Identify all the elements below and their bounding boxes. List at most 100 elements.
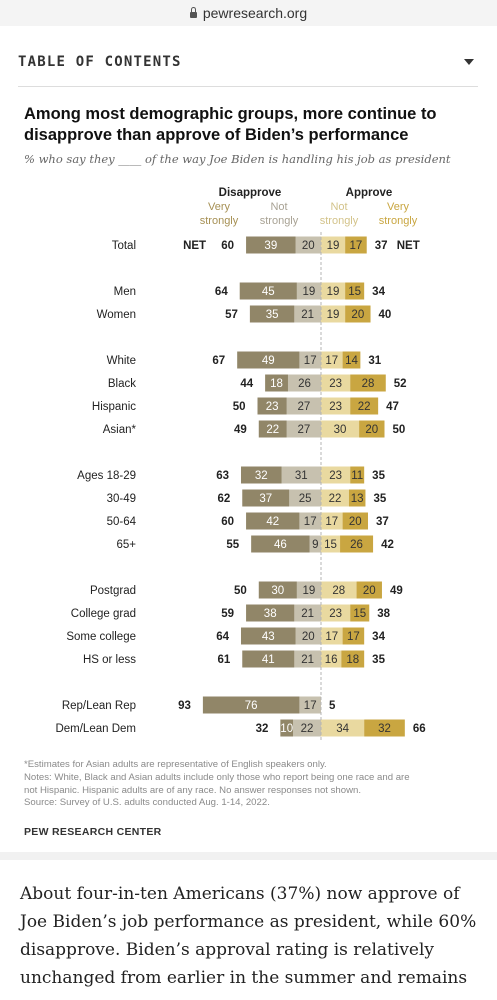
row-label: Ages 18-29 [77, 470, 136, 482]
value-approve-not-strongly: 23 [329, 401, 342, 413]
row-label: 30-49 [107, 493, 136, 505]
bar-disapprove-very-strongly [242, 489, 290, 507]
value-approve-very-strongly: 11 [351, 470, 363, 482]
table-of-contents-toggle[interactable]: TABLE OF CONTENTS [18, 51, 478, 73]
value-approve-not-strongly: 17 [325, 516, 338, 528]
bar-disapprove-very-strongly [280, 719, 294, 737]
value-disapprove-not-strongly: 26 [298, 378, 311, 390]
value-disapprove-not-strongly: 27 [297, 401, 310, 413]
browser-url-bar[interactable]: pewresearch.org [0, 0, 497, 26]
net-disapprove-value: 55 [226, 539, 239, 551]
value-disapprove-not-strongly: 17 [304, 700, 317, 712]
bar-approve-not-strongly [321, 282, 346, 300]
bar-disapprove-very-strongly [202, 696, 300, 714]
value-disapprove-very-strongly: 30 [271, 585, 284, 597]
bar-approve-very-strongly [342, 512, 368, 530]
net-approve-value: 38 [377, 608, 390, 620]
bar-disapprove-not-strongly [294, 604, 321, 622]
bar-disapprove-not-strongly [289, 489, 321, 507]
bar-disapprove-very-strongly [237, 351, 300, 369]
value-disapprove-very-strongly: 39 [264, 240, 277, 252]
value-disapprove-not-strongly: 25 [299, 493, 312, 505]
row-label: 50-64 [107, 516, 137, 528]
bar-approve-not-strongly [321, 650, 342, 668]
header-app-very-bottom: strongly [379, 215, 418, 227]
value-approve-very-strongly: 15 [348, 286, 361, 298]
bar-disapprove-not-strongly [287, 374, 321, 392]
net-approve-value: 40 [379, 309, 392, 321]
bar-disapprove-not-strongly [299, 351, 321, 369]
row-label: College grad [71, 608, 136, 620]
bar-approve-very-strongly [350, 374, 386, 392]
header-dis-very-bottom: strongly [200, 215, 239, 227]
bar-approve-not-strongly [321, 374, 351, 392]
value-disapprove-not-strongly: 9 [312, 539, 318, 551]
net-disapprove-value: 63 [216, 470, 229, 482]
bar-approve-not-strongly [321, 581, 357, 599]
net-disapprove-value: 50 [233, 401, 246, 413]
bar-disapprove-very-strongly [246, 236, 296, 254]
net-approve-value: 35 [373, 493, 386, 505]
net-approve-value: 52 [394, 378, 407, 390]
chart-subtitle: % who say they ____ of the way Joe Biden… [24, 152, 451, 166]
value-approve-not-strongly: 23 [329, 470, 342, 482]
value-approve-very-strongly: 20 [365, 424, 378, 436]
net-disapprove-value: 93 [178, 700, 191, 712]
net-disapprove-value: 57 [225, 309, 238, 321]
net-approve-value: 37 [376, 516, 389, 528]
bar-approve-not-strongly [321, 466, 351, 484]
header-dis-very-top: Very [208, 201, 231, 213]
value-approve-not-strongly: 19 [327, 240, 340, 252]
bar-approve-very-strongly [348, 489, 366, 507]
value-disapprove-not-strongly: 17 [304, 355, 317, 367]
bar-disapprove-very-strongly [240, 466, 282, 484]
net-disapprove-value: 59 [221, 608, 234, 620]
value-approve-very-strongly: 15 [353, 608, 366, 620]
bar-approve-not-strongly [321, 236, 346, 254]
value-approve-not-strongly: 22 [329, 493, 342, 505]
notes-line-2: not Hispanic. Hispanic adults are of any… [24, 784, 362, 796]
value-approve-not-strongly: 30 [334, 424, 347, 436]
bar-disapprove-not-strongly [296, 282, 321, 300]
value-disapprove-very-strongly: 41 [262, 654, 275, 666]
value-disapprove-very-strongly: 46 [274, 539, 287, 551]
value-disapprove-not-strongly: 21 [301, 309, 314, 321]
bar-approve-very-strongly [342, 627, 365, 645]
net-approve-value: 35 [372, 654, 385, 666]
value-disapprove-not-strongly: 21 [301, 654, 314, 666]
bar-disapprove-not-strongly [296, 581, 321, 599]
bar-disapprove-not-strongly [299, 696, 321, 714]
row-label: Some college [66, 631, 136, 643]
source-line: Source: Survey of U.S. adults conducted … [24, 797, 270, 809]
value-approve-very-strongly: 28 [362, 378, 375, 390]
notes-line-1: Notes: White, Black and Asian adults inc… [24, 771, 410, 783]
bar-approve-not-strongly [321, 627, 343, 645]
value-disapprove-very-strongly: 43 [262, 631, 275, 643]
row-label: Black [108, 378, 136, 390]
header-dis-not-bottom: strongly [260, 215, 299, 227]
value-approve-not-strongly: 19 [327, 309, 340, 321]
row-label: Dem/Lean Dem [55, 723, 136, 735]
value-approve-very-strongly: 13 [351, 493, 364, 505]
header-approve: Approve [346, 187, 393, 199]
value-approve-not-strongly: 23 [329, 378, 342, 390]
bar-approve-very-strongly [345, 305, 371, 323]
chevron-down-icon[interactable] [464, 59, 474, 65]
value-approve-very-strongly: 18 [346, 654, 359, 666]
value-approve-very-strongly: 14 [345, 355, 358, 367]
row-label: Asian* [103, 424, 137, 436]
row-label: White [107, 355, 136, 367]
value-disapprove-not-strongly: 31 [295, 470, 308, 482]
net-approve-value: 37 [375, 240, 388, 252]
net-approve-value: 66 [413, 723, 426, 735]
net-approve-value: 42 [381, 539, 394, 551]
bar-approve-very-strongly [345, 282, 365, 300]
value-disapprove-not-strongly: 20 [302, 631, 315, 643]
net-disapprove-value: 44 [240, 378, 253, 390]
value-approve-very-strongly: 17 [347, 631, 360, 643]
bar-disapprove-not-strongly [281, 466, 321, 484]
value-approve-very-strongly: 22 [358, 401, 371, 413]
chart-title: Among most demographic groups, more cont… [24, 105, 437, 144]
pew-research-center-credit: PEW RESEARCH CENTER [24, 826, 162, 838]
header-dis-not-top: Not [270, 201, 287, 213]
